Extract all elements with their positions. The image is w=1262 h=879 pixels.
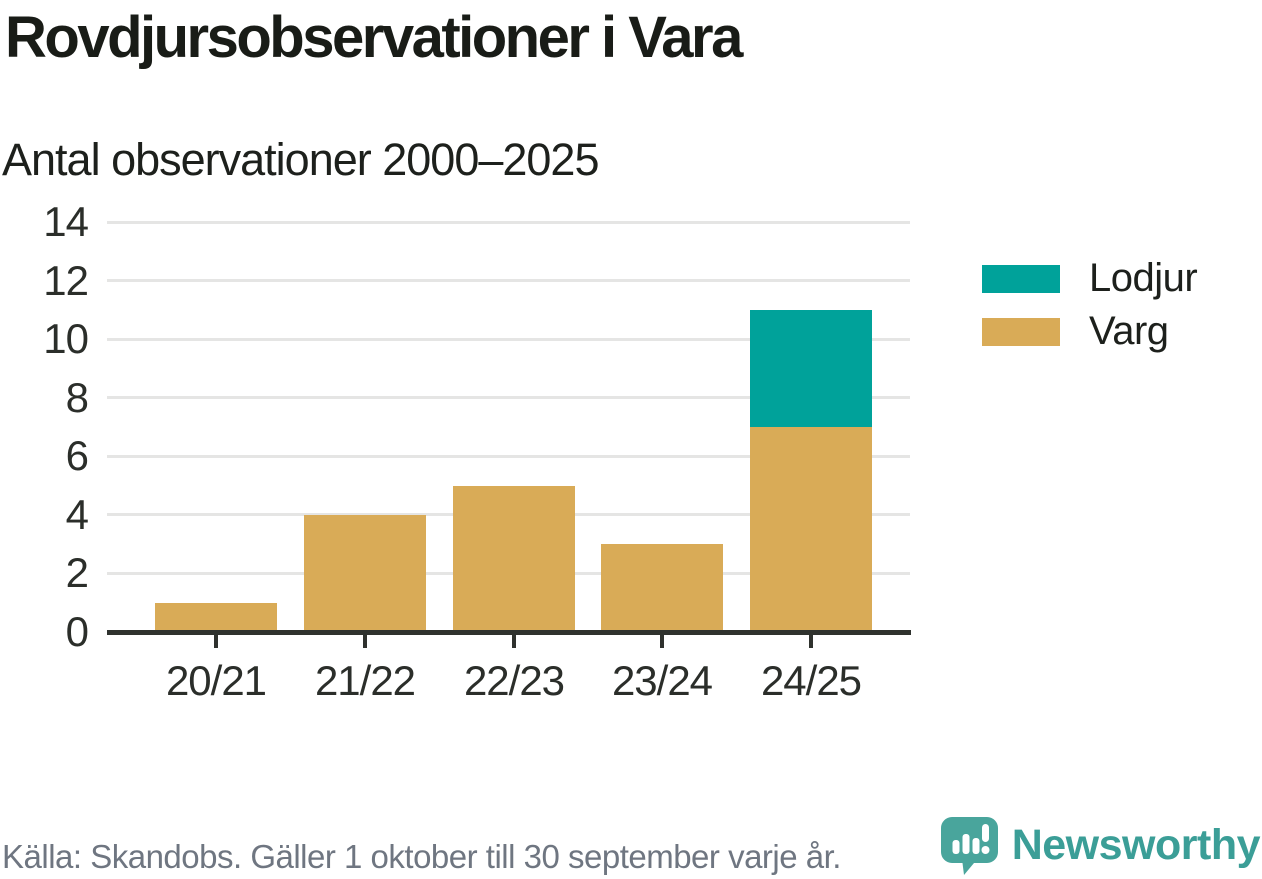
legend-item-lodjur: Lodjur bbox=[982, 256, 1198, 300]
brand-wordmark: Newsworthy bbox=[1011, 821, 1261, 869]
legend-swatch-lodjur bbox=[982, 264, 1060, 293]
x-axis-tick bbox=[660, 635, 664, 648]
y-axis-tick-label: 4 bbox=[65, 490, 89, 538]
y-axis-tick-label: 2 bbox=[65, 549, 89, 597]
x-axis-tick bbox=[363, 635, 367, 648]
x-axis-tick bbox=[214, 635, 218, 648]
x-axis-tick-label: 21/22 bbox=[314, 657, 416, 704]
legend-label: Lodjur bbox=[1089, 256, 1198, 300]
bar-segment-varg bbox=[750, 427, 872, 632]
bar-segment-lodjur bbox=[750, 309, 872, 427]
bar-segment-varg bbox=[304, 514, 426, 632]
x-axis-tick-label: 22/23 bbox=[463, 657, 565, 704]
gridline bbox=[107, 337, 910, 341]
y-axis-tick-label: 8 bbox=[65, 373, 89, 421]
x-axis-tick-label: 24/25 bbox=[760, 657, 862, 704]
y-axis-tick-label: 0 bbox=[65, 608, 89, 655]
bar-segment-varg bbox=[453, 485, 575, 632]
x-axis-line bbox=[107, 630, 911, 635]
brand: Newsworthy bbox=[939, 813, 1261, 877]
gridline bbox=[107, 454, 910, 458]
y-axis-tick-label: 14 bbox=[43, 198, 89, 245]
y-axis-tick-label: 12 bbox=[43, 256, 89, 304]
x-axis-tick bbox=[809, 635, 813, 648]
x-axis-tick-label: 20/21 bbox=[165, 657, 267, 704]
chart-title: Rovdjursobservationer i Vara bbox=[5, 5, 743, 70]
newsworthy-logo-icon bbox=[940, 816, 998, 875]
gridline bbox=[107, 396, 910, 400]
gridline bbox=[107, 279, 910, 283]
bar-segment-varg bbox=[155, 602, 277, 632]
gridline bbox=[107, 220, 910, 224]
bar-segment-varg bbox=[601, 544, 723, 632]
y-axis-tick-label: 6 bbox=[65, 432, 89, 480]
x-axis-tick-label: 23/24 bbox=[611, 657, 713, 704]
chart-subtitle: Antal observationer 2000–2025 bbox=[2, 134, 599, 185]
legend: Lodjur Varg bbox=[982, 256, 1198, 353]
x-axis-tick bbox=[512, 635, 516, 648]
legend-swatch-varg bbox=[982, 317, 1060, 346]
legend-label: Varg bbox=[1089, 309, 1169, 353]
legend-item-varg: Varg bbox=[982, 309, 1197, 353]
source-note: Källa: Skandobs. Gäller 1 oktober till 3… bbox=[2, 838, 841, 875]
y-axis-tick-label: 10 bbox=[43, 315, 89, 363]
